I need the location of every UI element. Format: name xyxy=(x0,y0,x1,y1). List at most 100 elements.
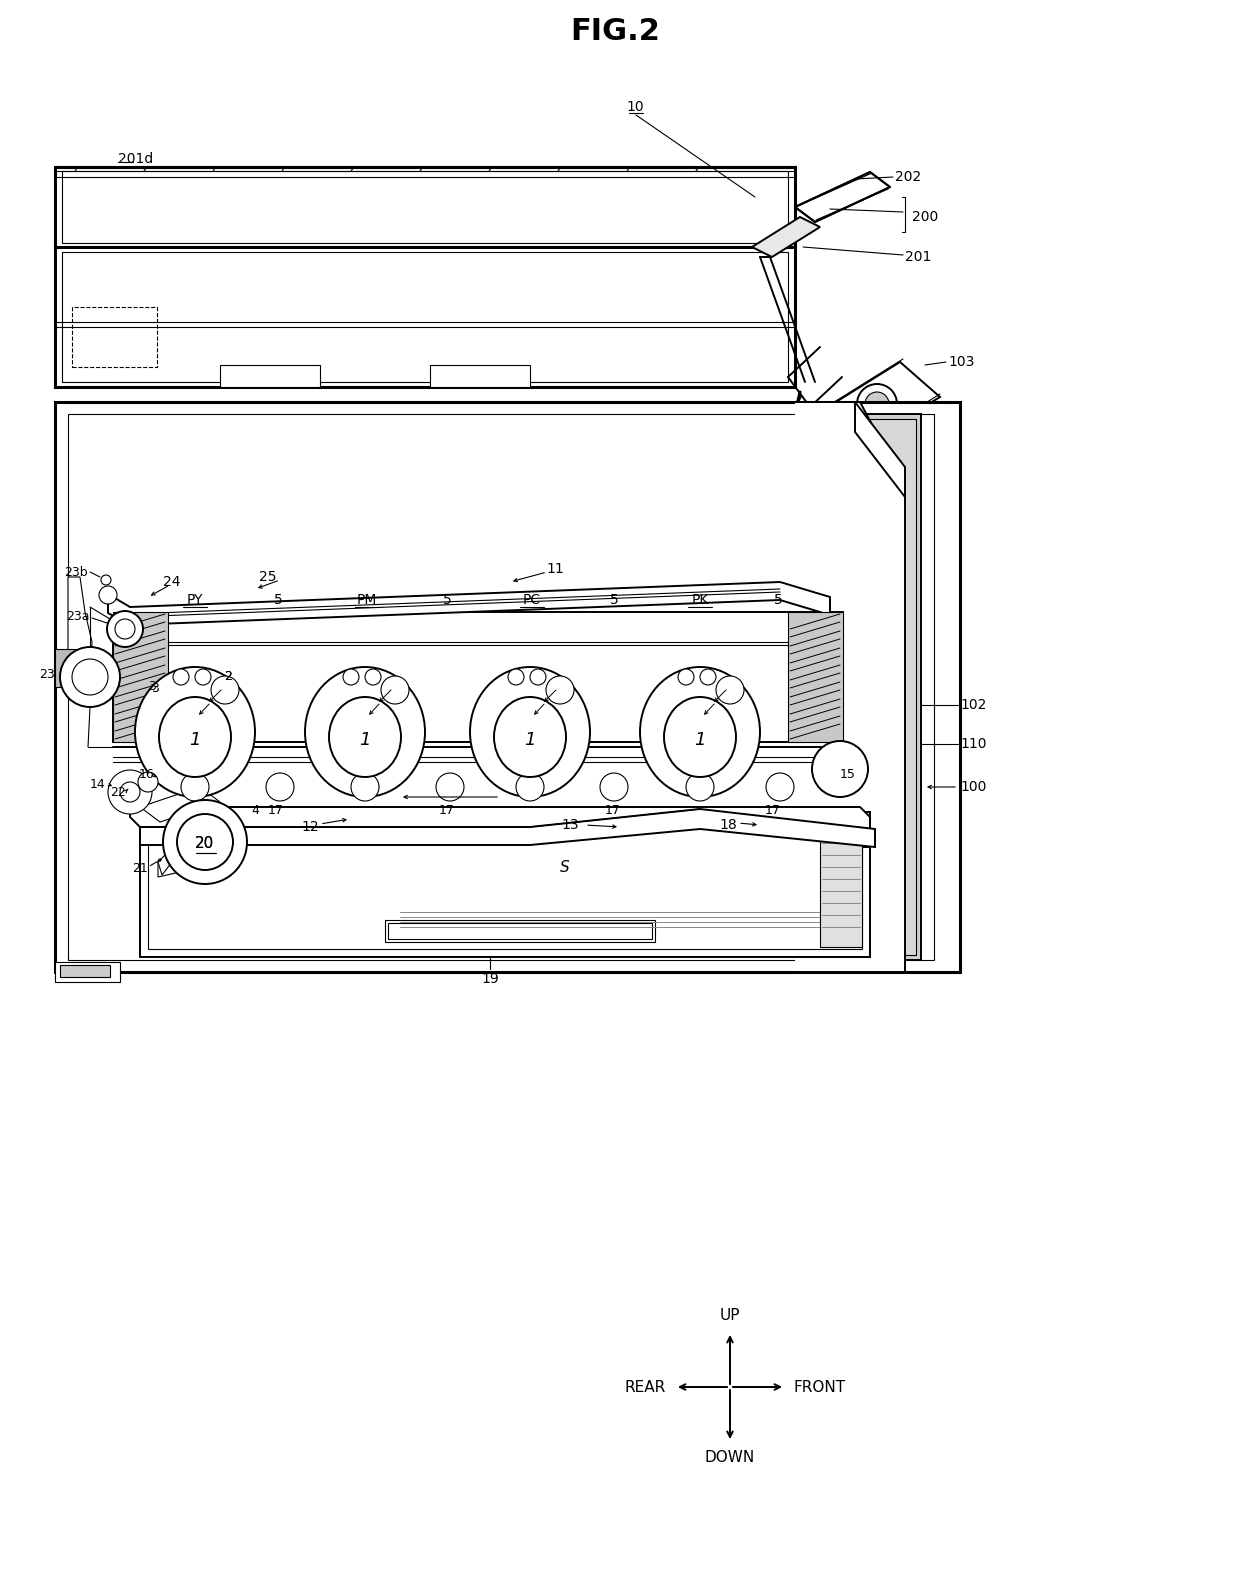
Text: 14: 14 xyxy=(89,778,105,790)
Polygon shape xyxy=(130,808,870,847)
Bar xyxy=(68,414,934,960)
Text: 17: 17 xyxy=(439,803,455,816)
Bar xyxy=(72,306,157,367)
Text: 5: 5 xyxy=(274,594,283,606)
Text: 10: 10 xyxy=(626,100,644,114)
Bar xyxy=(388,924,652,940)
Text: 13: 13 xyxy=(562,817,579,832)
Text: 103: 103 xyxy=(949,355,975,370)
Circle shape xyxy=(181,773,210,801)
Text: 102: 102 xyxy=(960,698,986,713)
Text: 3: 3 xyxy=(148,681,156,694)
Circle shape xyxy=(177,814,233,870)
Text: 17: 17 xyxy=(268,803,284,816)
Text: REAR: REAR xyxy=(625,1379,666,1395)
Text: UP: UP xyxy=(719,1309,740,1324)
Text: 110: 110 xyxy=(960,736,987,751)
Text: 23: 23 xyxy=(40,668,55,681)
Text: 12: 12 xyxy=(301,820,319,835)
Bar xyxy=(870,419,916,955)
Text: FRONT: FRONT xyxy=(794,1379,846,1395)
Text: 5: 5 xyxy=(443,594,451,606)
Circle shape xyxy=(812,741,868,797)
Circle shape xyxy=(529,670,546,686)
Circle shape xyxy=(678,670,694,686)
Bar xyxy=(430,365,529,387)
Bar xyxy=(148,819,862,949)
Text: 201: 201 xyxy=(905,251,931,263)
Text: 24: 24 xyxy=(164,574,181,589)
Text: 3: 3 xyxy=(151,682,159,695)
Polygon shape xyxy=(157,852,219,878)
Bar xyxy=(55,962,120,982)
Bar xyxy=(113,613,843,743)
Polygon shape xyxy=(108,582,830,625)
Bar xyxy=(384,920,655,943)
Circle shape xyxy=(108,770,153,814)
Text: 1: 1 xyxy=(525,732,536,749)
Text: PY: PY xyxy=(187,594,203,606)
Polygon shape xyxy=(140,809,875,847)
Circle shape xyxy=(766,773,794,801)
Ellipse shape xyxy=(470,667,590,797)
Text: 2: 2 xyxy=(224,670,232,684)
Text: 11: 11 xyxy=(546,562,564,576)
Text: S: S xyxy=(560,860,570,874)
Circle shape xyxy=(162,800,247,884)
Circle shape xyxy=(715,676,744,705)
Circle shape xyxy=(600,773,627,801)
Text: 1: 1 xyxy=(694,732,706,749)
Ellipse shape xyxy=(305,667,425,797)
Text: PC: PC xyxy=(523,594,541,606)
Bar xyxy=(55,167,795,248)
Text: 5: 5 xyxy=(774,594,782,606)
Circle shape xyxy=(436,773,464,801)
Text: PK: PK xyxy=(692,594,709,606)
Text: 23a: 23a xyxy=(67,611,91,624)
Text: 1: 1 xyxy=(190,732,201,749)
Text: 100: 100 xyxy=(960,779,986,794)
Text: 21: 21 xyxy=(133,862,148,876)
Text: 202: 202 xyxy=(895,170,921,184)
Circle shape xyxy=(120,782,140,801)
Text: FIG.2: FIG.2 xyxy=(570,17,660,46)
Bar xyxy=(55,649,91,687)
Circle shape xyxy=(138,771,157,792)
Ellipse shape xyxy=(159,697,231,778)
Circle shape xyxy=(701,670,715,686)
Circle shape xyxy=(343,670,360,686)
Circle shape xyxy=(365,670,381,686)
Text: 5: 5 xyxy=(610,594,619,606)
Polygon shape xyxy=(157,852,172,874)
Circle shape xyxy=(195,670,211,686)
Bar xyxy=(787,613,843,743)
Polygon shape xyxy=(856,402,905,497)
Circle shape xyxy=(546,676,574,705)
Ellipse shape xyxy=(640,667,760,797)
Ellipse shape xyxy=(329,697,401,778)
Text: 200: 200 xyxy=(911,209,939,224)
Circle shape xyxy=(107,611,143,647)
Ellipse shape xyxy=(494,697,565,778)
Text: 22: 22 xyxy=(110,786,126,798)
Text: 17: 17 xyxy=(605,803,621,816)
Polygon shape xyxy=(140,787,219,822)
Bar xyxy=(113,613,167,743)
Text: 4: 4 xyxy=(250,803,259,816)
Circle shape xyxy=(866,392,889,416)
Polygon shape xyxy=(751,217,820,257)
Text: 18: 18 xyxy=(719,817,737,832)
Text: 2: 2 xyxy=(224,670,232,684)
Text: 19: 19 xyxy=(481,971,498,986)
Ellipse shape xyxy=(663,697,737,778)
Circle shape xyxy=(115,619,135,640)
Bar xyxy=(60,965,110,978)
Bar xyxy=(866,414,921,960)
Polygon shape xyxy=(820,362,940,448)
Circle shape xyxy=(174,670,188,686)
Text: 20: 20 xyxy=(196,836,215,852)
Bar xyxy=(820,827,862,947)
Text: DOWN: DOWN xyxy=(704,1451,755,1465)
Bar xyxy=(62,171,787,243)
Circle shape xyxy=(72,659,108,695)
